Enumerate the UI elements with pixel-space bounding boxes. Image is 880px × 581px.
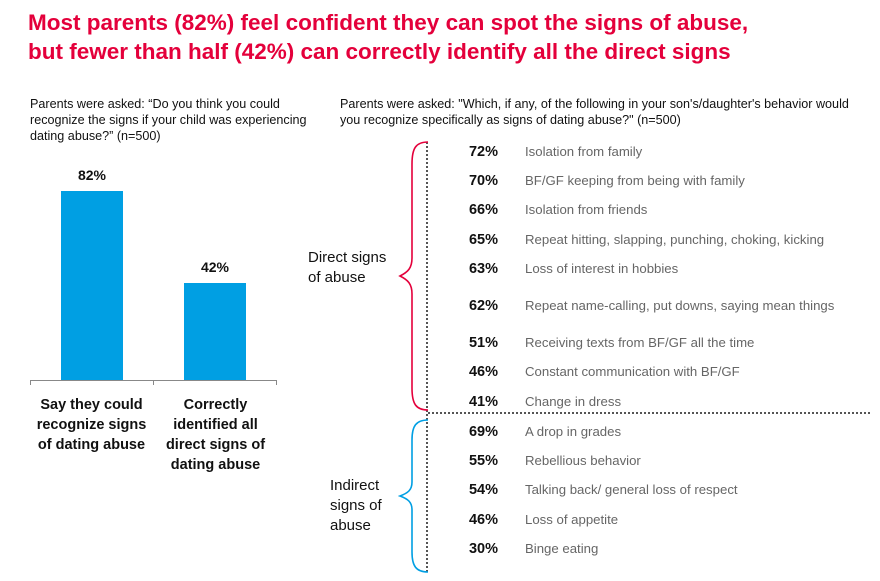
sign-percent: 72% (468, 144, 498, 160)
sign-label: Constant communication with BF/GF (525, 364, 740, 379)
sign-percent: 55% (468, 453, 498, 469)
indirect-sign-row: 46% Loss of appetite (440, 511, 880, 529)
category-label: Say they could recognize signs of dating… (36, 397, 147, 453)
bar (61, 191, 123, 380)
category-label: Correctly identified all direct signs of… (165, 397, 266, 473)
sign-label: Loss of appetite (525, 512, 619, 527)
indirect-sign-row: 55% Rebellious behavior (440, 452, 880, 470)
indirect-group-label: Indirect signs of abuse (330, 477, 382, 534)
right-question: Parents were asked: "Which, if any, of t… (340, 97, 849, 127)
direct-sign-row: 66% Isolation from friends (440, 201, 880, 219)
sign-percent: 30% (468, 541, 498, 557)
direct-sign-row: 41% Change in dress (440, 393, 880, 411)
sign-label: Talking back/ general loss of respect (525, 482, 738, 497)
axis-tick (276, 380, 277, 385)
sign-percent: 63% (468, 261, 498, 277)
indirect-brace (398, 419, 429, 573)
bar-value-label: 42% (200, 259, 230, 276)
sign-label: Repeat name-calling, put downs, saying m… (525, 298, 835, 313)
vertical-divider (426, 142, 428, 572)
direct-sign-row: 51% Receiving texts from BF/GF all the ti… (440, 334, 880, 352)
sign-percent: 41% (468, 394, 498, 410)
sign-percent: 46% (468, 364, 498, 380)
sign-percent: 66% (468, 202, 498, 218)
horizontal-divider (428, 412, 870, 414)
sign-percent: 65% (468, 232, 498, 248)
sign-label: Isolation from family (525, 144, 643, 159)
title-line-1: Most parents (82%) feel confident they c… (28, 10, 749, 35)
sign-label: Receiving texts from BF/GF all the time (525, 335, 755, 350)
sign-label: Rebellious behavior (525, 453, 641, 468)
left-question: Parents were asked: “Do you think you co… (30, 97, 307, 143)
direct-group-label: Direct signs of abuse (308, 249, 387, 286)
sign-percent: 70% (468, 173, 498, 189)
sign-label: Repeat hitting, slapping, punching, chok… (525, 232, 825, 247)
title-line-2: but fewer than half (42%) can correctly … (28, 39, 731, 64)
sign-label: Loss of interest in hobbies (525, 261, 679, 276)
indirect-sign-row: 54% Talking back/ general loss of respect (440, 481, 880, 499)
bar (184, 283, 246, 380)
direct-sign-row: 70% BF/GF keeping from being with family (440, 172, 880, 190)
sign-percent: 62% (468, 298, 498, 314)
slide-title: Most parents (82%) feel confident they c… (28, 8, 878, 66)
direct-sign-row: 72% Isolation from family (440, 143, 880, 161)
sign-percent: 54% (468, 482, 498, 498)
sign-label: BF/GF keeping from being with family (525, 173, 745, 188)
sign-percent: 51% (468, 335, 498, 351)
sign-label: A drop in grades (525, 424, 622, 439)
sign-percent: 69% (468, 424, 498, 440)
direct-sign-row: 46% Constant communication with BF/GF (440, 363, 880, 381)
axis-tick (153, 380, 154, 385)
sign-label: Change in dress (525, 394, 622, 409)
sign-label: Isolation from friends (525, 202, 648, 217)
direct-sign-row: 62% Repeat name-calling, put downs, sayin… (440, 297, 880, 315)
indirect-sign-row: 30% Binge eating (440, 540, 880, 558)
sign-label: Binge eating (525, 541, 599, 556)
direct-sign-row: 65% Repeat hitting, slapping, punching, c… (440, 231, 880, 249)
direct-sign-row: 63% Loss of interest in hobbies (440, 260, 880, 278)
indirect-sign-row: 69% A drop in grades (440, 423, 880, 441)
direct-brace (398, 141, 429, 411)
axis-tick (30, 380, 31, 385)
bar-value-label: 82% (77, 167, 107, 183)
sign-percent: 46% (468, 512, 498, 528)
